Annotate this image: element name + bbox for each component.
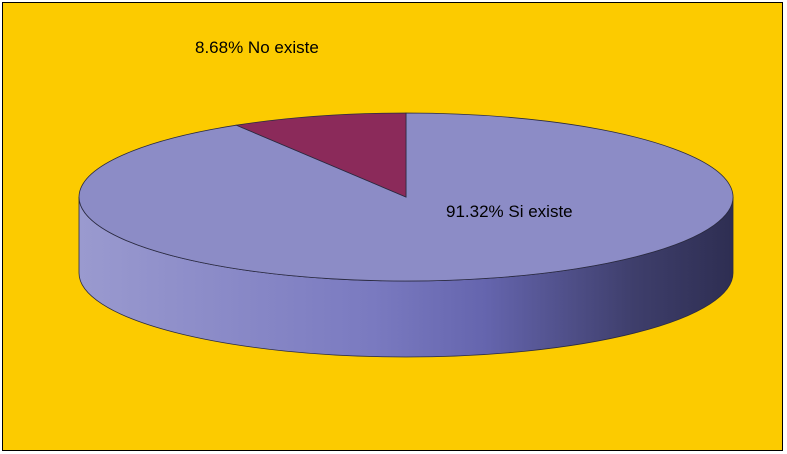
data-label-si-existe: 91.32% Si existe xyxy=(446,202,573,221)
data-label-no-existe: 8.68% No existe xyxy=(195,38,319,57)
pie-chart: 91.32% Si existe 8.68% No existe xyxy=(3,3,782,450)
pie-slice-no-existe xyxy=(234,112,407,198)
